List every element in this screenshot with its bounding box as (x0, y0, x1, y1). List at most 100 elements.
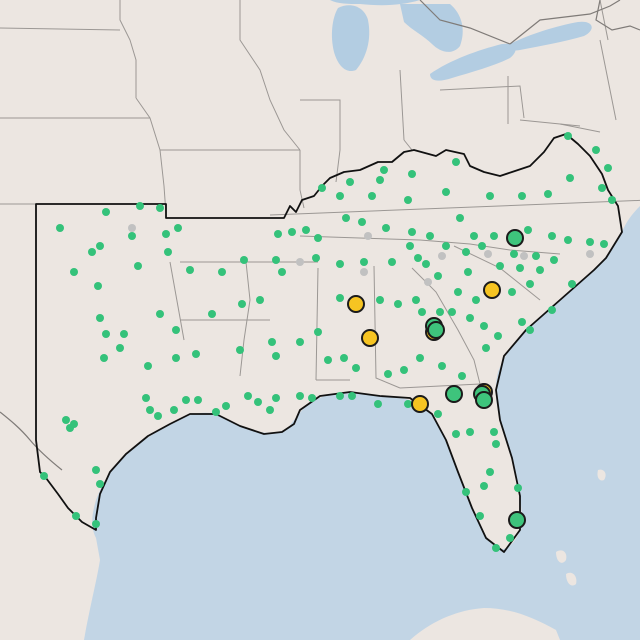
location-dot-muted[interactable] (484, 250, 492, 258)
location-dot[interactable] (272, 352, 280, 360)
location-dot[interactable] (266, 406, 274, 414)
location-dot[interactable] (442, 242, 450, 250)
location-dot[interactable] (92, 466, 100, 474)
location-dot[interactable] (472, 296, 480, 304)
location-dot[interactable] (518, 318, 526, 326)
location-dot[interactable] (462, 488, 470, 496)
large-marker-green[interactable] (508, 511, 526, 529)
location-dot[interactable] (278, 268, 286, 276)
location-dot[interactable] (312, 254, 320, 262)
location-dot[interactable] (564, 236, 572, 244)
location-dot[interactable] (400, 366, 408, 374)
location-dot-muted[interactable] (360, 268, 368, 276)
location-dot[interactable] (598, 184, 606, 192)
location-dot[interactable] (548, 306, 556, 314)
location-dot[interactable] (102, 208, 110, 216)
location-dot[interactable] (532, 252, 540, 260)
location-dot-muted[interactable] (128, 224, 136, 232)
location-dot[interactable] (564, 132, 572, 140)
location-dot[interactable] (170, 406, 178, 414)
location-dot[interactable] (314, 234, 322, 242)
location-dot[interactable] (458, 372, 466, 380)
location-dot[interactable] (358, 218, 366, 226)
location-dot[interactable] (94, 282, 102, 290)
location-dot[interactable] (374, 400, 382, 408)
location-dot[interactable] (296, 338, 304, 346)
location-dot-muted[interactable] (438, 252, 446, 260)
location-dot[interactable] (516, 264, 524, 272)
location-dot[interactable] (144, 362, 152, 370)
location-dot[interactable] (434, 272, 442, 280)
location-dot[interactable] (318, 184, 326, 192)
location-dot[interactable] (550, 256, 558, 264)
location-dot[interactable] (136, 202, 144, 210)
location-dot[interactable] (352, 364, 360, 372)
location-dot[interactable] (566, 174, 574, 182)
location-dot[interactable] (404, 196, 412, 204)
location-dot[interactable] (172, 354, 180, 362)
location-dot[interactable] (452, 430, 460, 438)
location-dot[interactable] (182, 396, 190, 404)
location-dot[interactable] (382, 224, 390, 232)
location-dot[interactable] (526, 280, 534, 288)
location-dot[interactable] (238, 300, 246, 308)
location-dot[interactable] (418, 308, 426, 316)
location-dot[interactable] (324, 356, 332, 364)
location-dot[interactable] (236, 346, 244, 354)
location-dot[interactable] (434, 410, 442, 418)
location-dot[interactable] (336, 260, 344, 268)
location-dot[interactable] (56, 224, 64, 232)
location-dot[interactable] (268, 338, 276, 346)
location-dot[interactable] (376, 296, 384, 304)
location-dot[interactable] (408, 228, 416, 236)
location-dot[interactable] (506, 534, 514, 542)
location-dot[interactable] (494, 332, 502, 340)
location-dot[interactable] (426, 232, 434, 240)
location-dot[interactable] (96, 314, 104, 322)
location-dot-muted[interactable] (296, 258, 304, 266)
location-dot[interactable] (360, 258, 368, 266)
location-dot[interactable] (62, 416, 70, 424)
location-dot[interactable] (478, 242, 486, 250)
location-dot[interactable] (102, 330, 110, 338)
location-dot[interactable] (154, 412, 162, 420)
location-dot[interactable] (436, 308, 444, 316)
large-marker-yellow[interactable] (347, 295, 365, 313)
location-dot[interactable] (240, 256, 248, 264)
location-dot[interactable] (482, 344, 490, 352)
location-dot[interactable] (524, 226, 532, 234)
location-dot[interactable] (212, 408, 220, 416)
large-marker-green[interactable] (506, 229, 524, 247)
location-dot[interactable] (192, 350, 200, 358)
location-dot[interactable] (72, 512, 80, 520)
location-dot[interactable] (194, 396, 202, 404)
location-dot[interactable] (490, 232, 498, 240)
location-dot[interactable] (490, 428, 498, 436)
location-dot[interactable] (134, 262, 142, 270)
location-dot[interactable] (162, 230, 170, 238)
location-dot[interactable] (536, 266, 544, 274)
location-dot[interactable] (368, 192, 376, 200)
location-dot[interactable] (274, 230, 282, 238)
location-dot[interactable] (218, 268, 226, 276)
large-marker-yellow[interactable] (411, 395, 429, 413)
location-dot[interactable] (480, 322, 488, 330)
location-dot[interactable] (346, 178, 354, 186)
location-dot-muted[interactable] (364, 232, 372, 240)
location-dot[interactable] (452, 158, 460, 166)
location-dot[interactable] (518, 192, 526, 200)
location-dot[interactable] (164, 248, 172, 256)
location-dot[interactable] (438, 362, 446, 370)
location-dot-muted[interactable] (520, 252, 528, 260)
location-dot[interactable] (492, 544, 500, 552)
location-dot[interactable] (142, 394, 150, 402)
location-dot[interactable] (244, 392, 252, 400)
location-dot[interactable] (336, 192, 344, 200)
large-marker-yellow[interactable] (483, 281, 501, 299)
location-dot[interactable] (470, 232, 478, 240)
location-dot[interactable] (404, 400, 412, 408)
location-dot[interactable] (208, 310, 216, 318)
location-dot[interactable] (448, 308, 456, 316)
